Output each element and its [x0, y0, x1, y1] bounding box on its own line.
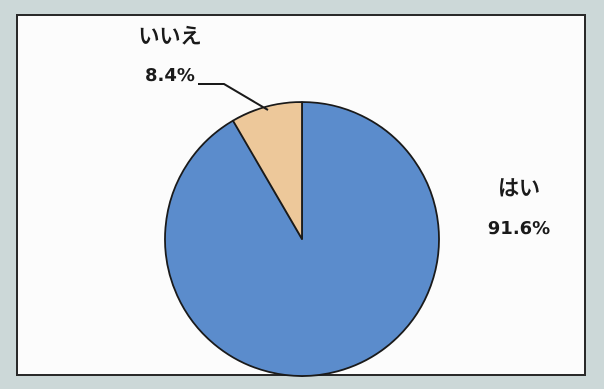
- label-はい-name: はい: [498, 176, 540, 200]
- pie-slice-いいえ: [232, 101, 303, 240]
- leader-line-いいえ: [198, 83, 269, 111]
- label-いいえ-name: いいえ: [139, 24, 202, 48]
- label-はい-value: 91.6%: [488, 218, 550, 239]
- pie-slices: [164, 101, 440, 377]
- label-いいえ-value: 8.4%: [145, 65, 195, 86]
